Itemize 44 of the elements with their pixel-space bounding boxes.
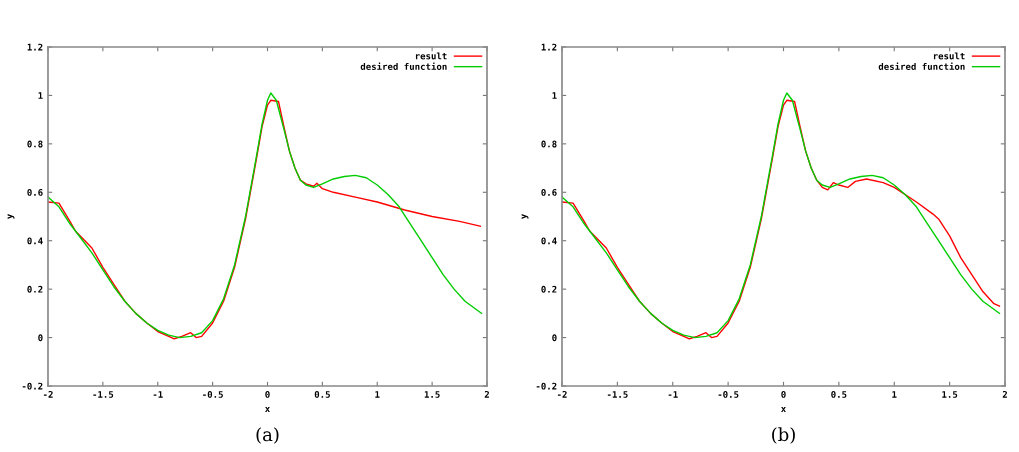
y-axis-title: y (521, 214, 529, 219)
y-tick-label: 0.8 (27, 140, 43, 148)
x-tick-label: 0 (781, 391, 786, 398)
text: (a) (256, 427, 279, 444)
legend-label: desired function (360, 62, 447, 70)
x-axis-title: x (781, 407, 786, 413)
x-tick-label: 1.5 (424, 391, 440, 398)
x-tick-label: -0.5 (203, 391, 223, 398)
x-tick-label: 0 (265, 391, 270, 398)
y-tick-label: 0.2 (27, 285, 43, 293)
x-tick-label: 1 (375, 391, 380, 398)
y-tick-label: 1 (552, 92, 557, 99)
x-tick-label: 0.5 (314, 391, 330, 398)
x-tick-label: -2 (43, 391, 53, 398)
x-axis-title: x (265, 407, 270, 413)
x-tick-label: 2 (1002, 391, 1007, 398)
x-tick-label: -1.5 (607, 391, 628, 398)
y-tick-label: 0.4 (541, 237, 557, 245)
y-tick-label: 0.6 (541, 189, 557, 196)
x-tick-label: -2 (557, 391, 567, 398)
x-tick-label: -1.5 (93, 391, 114, 398)
y-tick-label: 0 (552, 334, 557, 342)
legend-label: result (933, 52, 965, 60)
x-tick-label: -1 (153, 391, 163, 398)
y-tick-label: 1.2 (27, 43, 43, 51)
x-tick-label: 2 (484, 391, 489, 398)
y-tick-label: 0.8 (541, 140, 557, 148)
y-tick-label: 0.6 (27, 189, 43, 196)
y-tick-label: 0.2 (541, 285, 557, 293)
x-tick-label: -1 (668, 391, 678, 398)
y-tick-label: 1 (38, 92, 43, 99)
y-tick-label: 0.4 (27, 237, 43, 245)
text: (b) (772, 427, 795, 444)
y-tick-label: -0.2 (536, 382, 557, 390)
x-tick-label: 0.5 (831, 391, 847, 398)
legend-label: desired function (878, 62, 965, 70)
y-axis-title: y (7, 214, 15, 219)
x-tick-label: -0.5 (718, 391, 739, 398)
y-tick-label: 0 (38, 334, 43, 342)
y-tick-label: 1.2 (541, 43, 557, 51)
legend-label: result (415, 52, 447, 60)
y-tick-label: -0.2 (22, 382, 43, 390)
x-tick-label: 1 (892, 391, 897, 398)
x-tick-label: 1.5 (942, 391, 958, 398)
